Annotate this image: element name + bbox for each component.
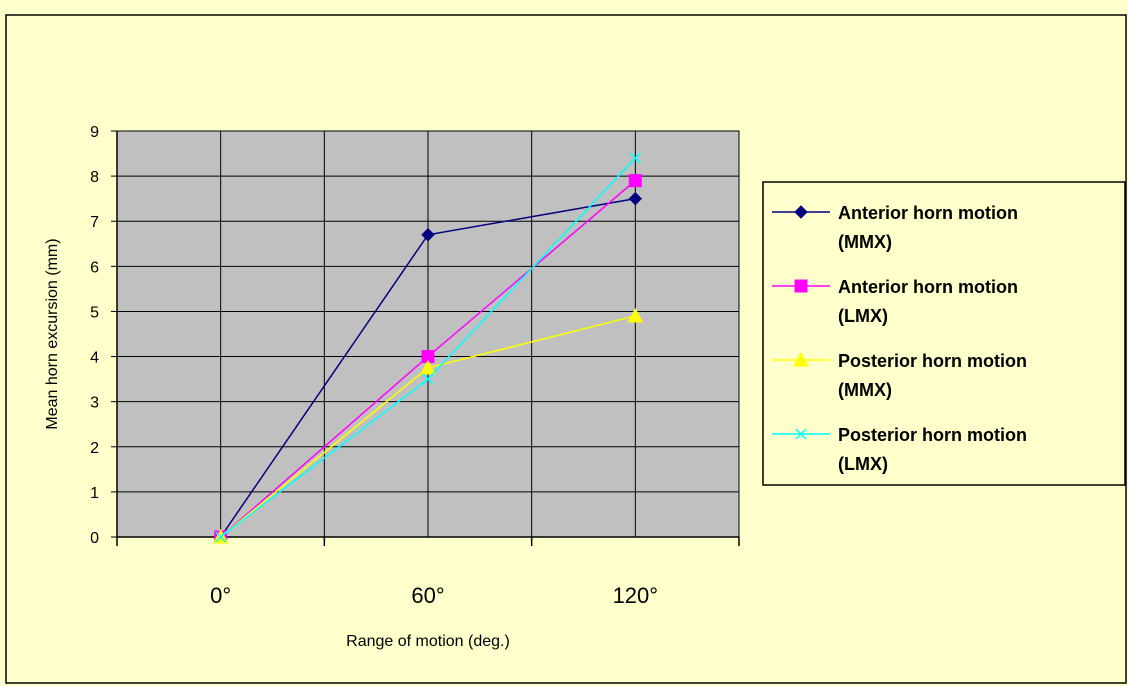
legend-label: (LMX) [838,454,888,474]
data-point [629,152,641,164]
legend-marker [794,205,808,219]
data-point [420,359,436,375]
y-tick-label: 5 [90,304,99,321]
legend-marker [794,279,808,293]
legend-label: Anterior horn motion [838,203,1018,223]
series-4 [215,152,641,543]
data-point [421,228,435,242]
legend-marker [795,428,807,440]
y-tick-label: 6 [90,259,99,276]
data-point [628,191,643,206]
legend-label: (MMX) [838,232,892,252]
legend-item: Anterior horn motion (MMX) [772,203,1018,252]
y-tick-label: 1 [90,485,99,502]
y-tick-label: 3 [90,395,99,412]
x-tick-label: 0° [210,583,231,608]
legend-label: Posterior horn motion [838,351,1027,371]
y-tick-label: 2 [90,440,99,457]
legend-label: Posterior horn motion [838,425,1027,445]
data-point [627,307,644,323]
x-axis-label: Range of motion (deg.) [346,633,510,650]
legend-marker [793,351,809,367]
legend-label: Anterior horn motion [838,277,1018,297]
y-axis-label: Mean horn excursion (mm) [44,238,61,429]
data-point [215,531,227,543]
y-tick-label: 7 [90,214,99,231]
legend-item: Posterior horn motion (MMX) [772,351,1027,400]
x-tick-label: 60° [411,583,444,608]
legend-item: Anterior horn motion (LMX) [772,277,1018,326]
legend-label: (LMX) [838,306,888,326]
y-tick-label: 8 [90,169,99,186]
data-point [422,373,434,385]
y-tick-label: 0 [90,530,99,547]
x-tick-label: 120° [613,583,659,608]
axes: 0 1 2 3 4 5 6 7 8 9 0° 60° 120° [90,124,740,608]
legend-label: (MMX) [838,380,892,400]
legend-item: Posterior horn motion (LMX) [772,425,1027,474]
series-layer [212,152,644,544]
legend: Anterior horn motion(MMX)Anterior horn m… [762,181,1126,486]
y-tick-label: 4 [90,350,99,367]
data-point [628,174,642,188]
y-tick-label: 9 [90,124,99,141]
